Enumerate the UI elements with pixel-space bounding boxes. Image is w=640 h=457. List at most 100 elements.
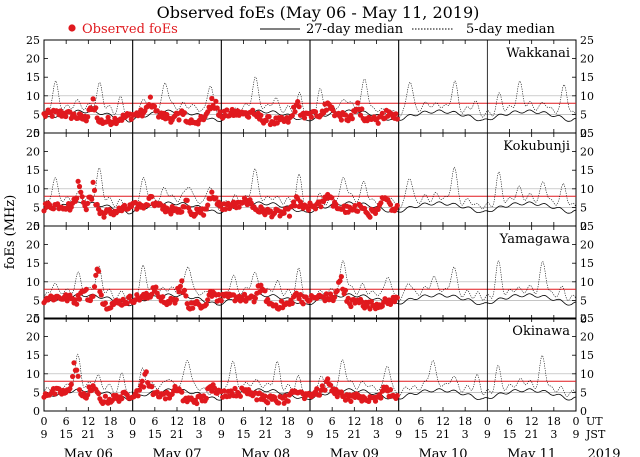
observed-point — [89, 196, 95, 202]
station-panels: 0 0 5 5 10 10 15 15 20 20 25 25 Wakkanai 0 0 5 5 10 10 15 15… — [26, 34, 594, 418]
observed-point — [387, 202, 394, 208]
legend-observed-marker — [68, 24, 76, 32]
day-label: May 10 — [418, 447, 467, 457]
observed-point — [76, 183, 83, 190]
observed-point — [241, 291, 248, 297]
observed-point — [327, 382, 334, 388]
observed-point — [83, 207, 89, 213]
y-tick-label: 15 — [26, 349, 40, 362]
jst-tick-label: 21 — [525, 428, 539, 441]
ut-tick-label: 0 — [218, 415, 225, 428]
ut-tick-label: 12 — [436, 415, 450, 428]
observed-point — [338, 274, 344, 280]
ut-tick-label: 0 — [41, 415, 48, 428]
observed-point — [127, 293, 133, 299]
jst-tick-label: 9 — [41, 428, 48, 441]
observed-point — [93, 105, 99, 111]
observed-point — [330, 107, 336, 114]
y-tick-label-right: 0 — [580, 220, 587, 233]
x-axis: 0 6 12 18 0 6 12 18 0 6 12 18 0 6 12 18 0 6 12 18 0 6 12 18 09 15… — [41, 415, 621, 457]
jst-tick-label: 21 — [259, 428, 273, 441]
y-tick-label-right: 10 — [580, 90, 594, 103]
y-tick-label: 25 — [26, 127, 40, 140]
observed-point — [286, 213, 293, 219]
observed-point — [143, 369, 149, 375]
y-tick-label: 15 — [26, 257, 40, 270]
observed-point — [366, 398, 372, 404]
observed-point — [222, 206, 228, 212]
ut-tick-label: 18 — [370, 415, 384, 428]
observed-point — [50, 206, 57, 212]
observed-point — [75, 373, 81, 379]
observed-point — [209, 189, 215, 195]
observed-point — [96, 268, 102, 274]
station-panel-yamagawa: 0 0 5 5 10 10 15 15 20 20 25 25 Yamagawa — [26, 220, 594, 326]
jst-tick-label: 21 — [347, 428, 361, 441]
observed-point — [379, 110, 385, 116]
observed-point — [262, 288, 268, 294]
observed-point — [281, 210, 287, 216]
station-label: Kokubunji — [503, 139, 570, 154]
y-tick-label: 20 — [26, 239, 40, 252]
observed-point — [93, 272, 99, 278]
y-tick-label: 10 — [26, 368, 40, 381]
observed-point — [359, 299, 365, 305]
observed-point — [323, 107, 329, 113]
observed-point — [246, 114, 252, 120]
observed-point — [181, 287, 188, 293]
observed-point — [367, 214, 373, 220]
station-label: Okinawa — [512, 324, 570, 339]
y-tick-label: 0 — [33, 405, 40, 418]
observed-point — [71, 360, 77, 366]
day-label: May 09 — [330, 447, 379, 457]
observed-point — [91, 187, 98, 193]
observed-point — [224, 107, 230, 113]
y-tick-label-right: 15 — [580, 164, 594, 177]
y-tick-label: 5 — [33, 108, 40, 121]
y-tick-label-right: 5 — [580, 108, 587, 121]
observed-point — [75, 178, 81, 184]
observed-point — [136, 387, 143, 393]
ut-tick-label: 12 — [259, 415, 273, 428]
observed-point — [203, 395, 209, 401]
observed-point — [300, 301, 306, 307]
observed-point — [90, 293, 96, 299]
observed-point — [308, 114, 314, 120]
observed-point — [357, 112, 364, 118]
observed-point — [375, 206, 381, 212]
y-tick-label: 0 — [33, 127, 40, 140]
observed-point — [285, 398, 291, 404]
observed-point — [172, 383, 178, 390]
observed-point — [124, 300, 130, 306]
observed-point — [203, 301, 209, 307]
observed-point — [205, 202, 211, 208]
observed-point — [98, 292, 104, 298]
ut-tick-label: 6 — [63, 415, 70, 428]
jst-tick-label: 3 — [196, 428, 203, 441]
observed-point — [176, 117, 182, 123]
observed-point — [232, 385, 238, 392]
observed-point — [154, 389, 160, 395]
observed-point — [265, 400, 271, 406]
observed-point — [289, 300, 295, 306]
observed-point — [153, 284, 159, 290]
observed-point — [237, 393, 243, 399]
y-tick-label: 20 — [26, 53, 40, 66]
observed-point — [267, 208, 273, 214]
observed-point — [262, 393, 268, 399]
observed-point — [96, 391, 102, 397]
ut-tick-label: 18 — [104, 415, 118, 428]
observed-point — [214, 105, 220, 111]
y-tick-label-right: 5 — [580, 201, 587, 214]
ut-tick-label: 0 — [307, 415, 314, 428]
observed-point — [243, 197, 249, 203]
y-tick-label-right: 25 — [580, 34, 594, 47]
observed-point — [318, 204, 324, 210]
observed-point — [266, 114, 272, 120]
ut-tick-label: 0 — [484, 415, 491, 428]
legend-median5-label: 5-day median — [466, 22, 555, 37]
y-tick-label-right: 20 — [580, 146, 594, 159]
y-tick-label-right: 0 — [580, 313, 587, 326]
observed-point — [91, 284, 98, 290]
y-tick-label-right: 25 — [580, 127, 594, 140]
